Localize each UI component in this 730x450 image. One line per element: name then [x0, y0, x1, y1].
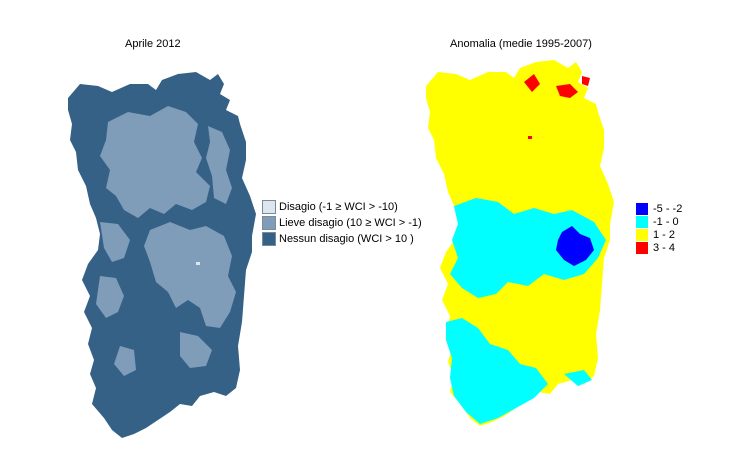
- legend-item-1-2: 1 - 2: [636, 228, 682, 241]
- swatch-red: [636, 241, 648, 254]
- anomaly-3-4-areas: [524, 74, 590, 139]
- legend-label: Disagio (-1 ≥ WCI > -10): [279, 201, 398, 213]
- swatch-blue: [636, 202, 648, 215]
- swatch-yellow: [636, 228, 648, 241]
- legend-label: Nessun disagio (WCI > 10 ): [279, 233, 414, 245]
- legend-item-minus5-minus2: -5 - -2: [636, 202, 682, 215]
- lieve-disagio-areas: [96, 106, 236, 376]
- map-anomalia: [426, 60, 614, 426]
- anomaly-minus1-0-areas: [446, 198, 606, 424]
- left-map-title: Aprile 2012: [125, 38, 181, 50]
- swatch-lieve-disagio: [262, 216, 276, 230]
- swatch-cyan: [636, 215, 648, 228]
- legend-item-nessun-disagio: Nessun disagio (WCI > 10 ): [262, 231, 422, 247]
- disagio-spot: [196, 262, 200, 265]
- right-map-legend: -5 - -2 -1 - 0 1 - 2 3 - 4: [636, 202, 682, 254]
- anomaly-minus5-minus2-areas: [556, 226, 594, 266]
- legend-label: -5 - -2: [653, 202, 683, 215]
- legend-label: Lieve disagio (10 ≥ WCI > -1): [279, 217, 422, 229]
- legend-item-disagio: Disagio (-1 ≥ WCI > -10): [262, 199, 422, 215]
- legend-label: 3 - 4: [653, 241, 676, 254]
- legend-label: 1 - 2: [653, 228, 676, 241]
- swatch-nessun-disagio: [262, 232, 276, 246]
- legend-item-lieve-disagio: Lieve disagio (10 ≥ WCI > -1): [262, 215, 422, 231]
- right-map-title: Anomalia (medie 1995-2007): [450, 38, 592, 50]
- swatch-disagio: [262, 200, 276, 214]
- legend-item-3-4: 3 - 4: [636, 241, 682, 254]
- left-map-legend: Disagio (-1 ≥ WCI > -10) Lieve disagio (…: [262, 199, 422, 247]
- legend-item-minus1-0: -1 - 0: [636, 215, 682, 228]
- legend-label: -1 - 0: [653, 215, 679, 228]
- map-aprile-2012: [68, 72, 256, 438]
